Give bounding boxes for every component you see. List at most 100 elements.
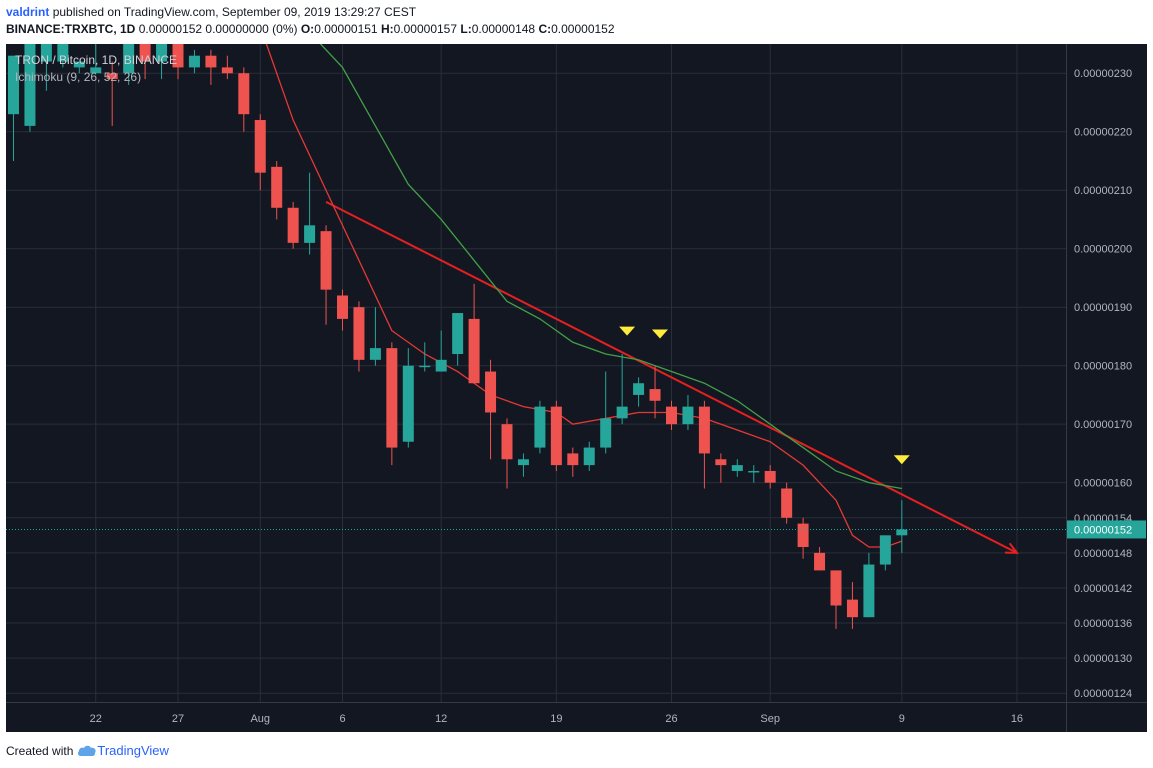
candle bbox=[814, 547, 826, 571]
candle-body bbox=[633, 383, 645, 395]
candle bbox=[633, 377, 645, 407]
candle bbox=[583, 441, 595, 471]
candle bbox=[123, 44, 135, 85]
candle bbox=[896, 500, 908, 553]
open-label: O: bbox=[300, 22, 315, 36]
resistance-marker bbox=[619, 326, 636, 336]
candle bbox=[485, 359, 497, 460]
candle-body bbox=[896, 529, 908, 536]
candle bbox=[698, 400, 710, 489]
x-tick-label: Aug bbox=[250, 713, 270, 725]
candle bbox=[468, 283, 480, 384]
candle bbox=[649, 365, 661, 419]
tradingview-brand[interactable]: TradingView bbox=[77, 743, 169, 758]
candle bbox=[666, 400, 677, 431]
candle-body bbox=[8, 55, 19, 115]
x-tick-label: 19 bbox=[550, 713, 562, 725]
kijun-line bbox=[319, 44, 902, 490]
y-tick-label: 0.00000130 bbox=[1074, 653, 1132, 665]
y-tick-label: 0.00000142 bbox=[1074, 583, 1132, 595]
y-tick-label: 0.00000220 bbox=[1074, 127, 1132, 139]
candle-body bbox=[238, 73, 250, 115]
candle bbox=[386, 342, 398, 466]
close-label: C: bbox=[538, 22, 552, 36]
candle bbox=[156, 44, 168, 80]
candle-body bbox=[698, 406, 710, 454]
candle-body bbox=[287, 207, 299, 243]
candle-body bbox=[550, 406, 562, 466]
candles-layer bbox=[8, 44, 908, 629]
candle bbox=[106, 61, 118, 126]
candle bbox=[238, 67, 250, 132]
candle-body bbox=[386, 348, 398, 448]
candle-body bbox=[205, 55, 217, 68]
brand-text: TradingView bbox=[97, 743, 169, 758]
candle-body bbox=[666, 406, 677, 425]
publish-header: valdrint published on TradingView.com, S… bbox=[6, 5, 416, 19]
candle-body bbox=[715, 459, 727, 466]
candle-body bbox=[682, 406, 694, 425]
tradingview-cloud-icon bbox=[78, 745, 97, 756]
candle bbox=[435, 330, 447, 372]
candle-body bbox=[797, 523, 809, 548]
candle bbox=[172, 44, 184, 80]
published-text: published on TradingView.com, September … bbox=[52, 5, 417, 19]
candle bbox=[139, 44, 151, 80]
y-tick-label: 0.00000160 bbox=[1074, 478, 1132, 490]
candle bbox=[846, 582, 858, 629]
x-tick-label: 27 bbox=[172, 713, 184, 725]
candle-body bbox=[616, 406, 628, 419]
candle bbox=[715, 453, 727, 483]
resistance-marker bbox=[893, 455, 910, 465]
x-tick-label: 16 bbox=[1011, 713, 1023, 725]
grid-lines bbox=[6, 44, 1066, 702]
current-price-tag bbox=[1067, 520, 1146, 539]
candle-body bbox=[814, 552, 826, 571]
y-tick-label: 0.00000148 bbox=[1074, 548, 1132, 560]
candle bbox=[731, 459, 743, 477]
high-label: H: bbox=[380, 22, 394, 36]
candle-body bbox=[40, 44, 52, 62]
candle-body bbox=[156, 44, 168, 62]
price-chart[interactable]: 0.00000230 0.00000220 0.00000210 0.00000200… bbox=[6, 44, 1147, 732]
candle bbox=[304, 172, 316, 255]
candle-body bbox=[781, 488, 793, 518]
chart-title: TRON / Bitcoin, 1D, BINANCE bbox=[15, 53, 177, 67]
candle bbox=[205, 49, 217, 85]
author-link[interactable]: valdrint bbox=[6, 5, 50, 19]
candle bbox=[90, 44, 102, 74]
candle bbox=[8, 55, 19, 161]
candle bbox=[287, 201, 299, 249]
footer: Created with TradingView bbox=[6, 743, 169, 758]
close-value: 0.00000152 bbox=[551, 22, 615, 36]
x-tick-label: 26 bbox=[665, 713, 677, 725]
candle bbox=[24, 44, 36, 132]
y-tick-label: 0.00000190 bbox=[1074, 302, 1132, 314]
candle bbox=[320, 225, 332, 325]
candle-body bbox=[567, 453, 579, 466]
candle bbox=[73, 61, 85, 74]
candle-body bbox=[879, 535, 891, 565]
symbol-label: BINANCE:TRXBTC, 1D bbox=[6, 22, 136, 36]
symbol-header: BINANCE:TRXBTC, 1D 0.00000152 0.00000000… bbox=[6, 22, 615, 36]
candle-body bbox=[123, 44, 135, 74]
current-price-label: 0.00000152 bbox=[1074, 524, 1132, 536]
candle-body bbox=[254, 120, 266, 173]
candle-body bbox=[188, 55, 200, 68]
candle bbox=[600, 371, 612, 454]
ohlc-prefix: 0.00000152 0.00000000 (0%) bbox=[138, 22, 298, 36]
trendline-layer bbox=[325, 201, 1019, 554]
candle bbox=[337, 289, 348, 331]
candle-body bbox=[337, 295, 348, 319]
candle bbox=[369, 307, 381, 366]
candle bbox=[764, 465, 776, 489]
candle-body bbox=[172, 44, 184, 68]
candle-body bbox=[320, 231, 332, 290]
candle-body bbox=[846, 599, 858, 618]
candle-body bbox=[24, 44, 36, 126]
y-tick-label: 0.00000200 bbox=[1074, 244, 1132, 256]
candle-body bbox=[106, 73, 118, 80]
candle-body bbox=[468, 318, 480, 384]
candle bbox=[682, 394, 694, 431]
candle-body bbox=[534, 406, 546, 448]
